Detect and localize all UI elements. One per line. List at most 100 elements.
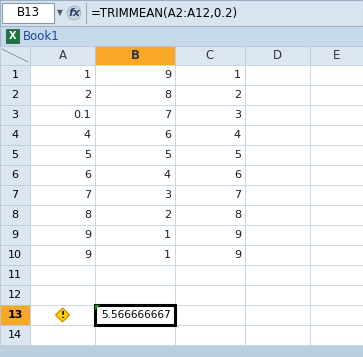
Bar — [30, 325, 95, 345]
Bar — [245, 265, 310, 285]
Text: 9: 9 — [234, 250, 241, 260]
Bar — [245, 305, 310, 325]
Bar — [245, 85, 310, 105]
Text: 8: 8 — [164, 90, 171, 100]
Text: 5: 5 — [12, 150, 19, 160]
Text: 13: 13 — [7, 310, 23, 320]
Text: 6: 6 — [84, 170, 91, 180]
Bar — [30, 205, 95, 225]
Bar — [95, 205, 175, 225]
Bar — [30, 285, 95, 305]
Text: 2: 2 — [84, 90, 91, 100]
Bar — [95, 65, 175, 85]
Text: 6: 6 — [164, 130, 171, 140]
Text: Book1: Book1 — [23, 30, 60, 42]
Bar — [175, 125, 245, 145]
Bar — [175, 205, 245, 225]
Bar — [245, 185, 310, 205]
Bar — [0, 0, 363, 26]
Text: E: E — [333, 49, 340, 62]
Bar — [245, 325, 310, 345]
Bar — [0, 225, 30, 245]
Text: 4: 4 — [164, 170, 171, 180]
Text: 8: 8 — [12, 210, 19, 220]
Bar — [0, 145, 30, 165]
Bar — [0, 305, 30, 325]
Text: 9: 9 — [164, 70, 171, 80]
Text: fx: fx — [68, 8, 80, 18]
Text: 3: 3 — [234, 110, 241, 120]
Bar — [245, 65, 310, 85]
Text: 7: 7 — [164, 110, 171, 120]
Bar — [310, 46, 363, 65]
Bar — [30, 265, 95, 285]
Bar — [0, 245, 30, 265]
Text: 9: 9 — [84, 250, 91, 260]
Text: 14: 14 — [8, 330, 22, 340]
Text: B: B — [131, 49, 139, 62]
Bar — [95, 305, 175, 325]
Bar — [245, 245, 310, 265]
Text: 11: 11 — [8, 270, 22, 280]
Text: 4: 4 — [12, 130, 19, 140]
Bar — [175, 145, 245, 165]
Bar — [175, 245, 245, 265]
Bar — [30, 145, 95, 165]
Bar — [175, 305, 245, 325]
Bar — [175, 285, 245, 305]
Text: 0.1: 0.1 — [73, 110, 91, 120]
Text: 10: 10 — [8, 250, 22, 260]
Text: !: ! — [60, 311, 65, 320]
Bar — [95, 185, 175, 205]
Bar — [95, 285, 175, 305]
Text: 9: 9 — [12, 230, 19, 240]
Text: 8: 8 — [84, 210, 91, 220]
Bar — [6, 29, 19, 43]
Text: 9: 9 — [234, 230, 241, 240]
Bar — [310, 185, 363, 205]
Bar — [95, 145, 175, 165]
Bar — [30, 225, 95, 245]
Text: 2: 2 — [164, 210, 171, 220]
Bar — [245, 46, 310, 65]
Bar — [0, 105, 30, 125]
Text: 1: 1 — [164, 230, 171, 240]
Bar — [175, 225, 245, 245]
Bar — [0, 325, 30, 345]
Bar — [95, 46, 175, 65]
Text: 3: 3 — [164, 190, 171, 200]
Bar — [310, 85, 363, 105]
Ellipse shape — [67, 6, 81, 20]
Text: 5: 5 — [234, 150, 241, 160]
Text: 7: 7 — [12, 190, 19, 200]
Bar — [175, 265, 245, 285]
Text: 1: 1 — [84, 70, 91, 80]
Bar — [175, 325, 245, 345]
Bar — [0, 285, 30, 305]
Bar — [95, 325, 175, 345]
Text: 4: 4 — [234, 130, 241, 140]
Bar — [30, 105, 95, 125]
Bar — [30, 185, 95, 205]
Bar — [0, 65, 30, 85]
Bar — [245, 285, 310, 305]
Text: D: D — [273, 49, 282, 62]
Bar — [0, 26, 363, 46]
Text: A: A — [58, 49, 66, 62]
Bar — [2, 3, 54, 23]
Bar — [245, 125, 310, 145]
Text: 7: 7 — [234, 190, 241, 200]
Bar — [30, 245, 95, 265]
Bar — [95, 165, 175, 185]
Bar — [175, 85, 245, 105]
Bar — [0, 165, 30, 185]
Bar — [95, 265, 175, 285]
Text: 12: 12 — [8, 290, 22, 300]
Bar — [0, 46, 30, 65]
Bar — [310, 165, 363, 185]
Bar — [0, 265, 30, 285]
Bar — [0, 125, 30, 145]
Bar — [95, 125, 175, 145]
Bar — [310, 145, 363, 165]
Bar — [245, 225, 310, 245]
